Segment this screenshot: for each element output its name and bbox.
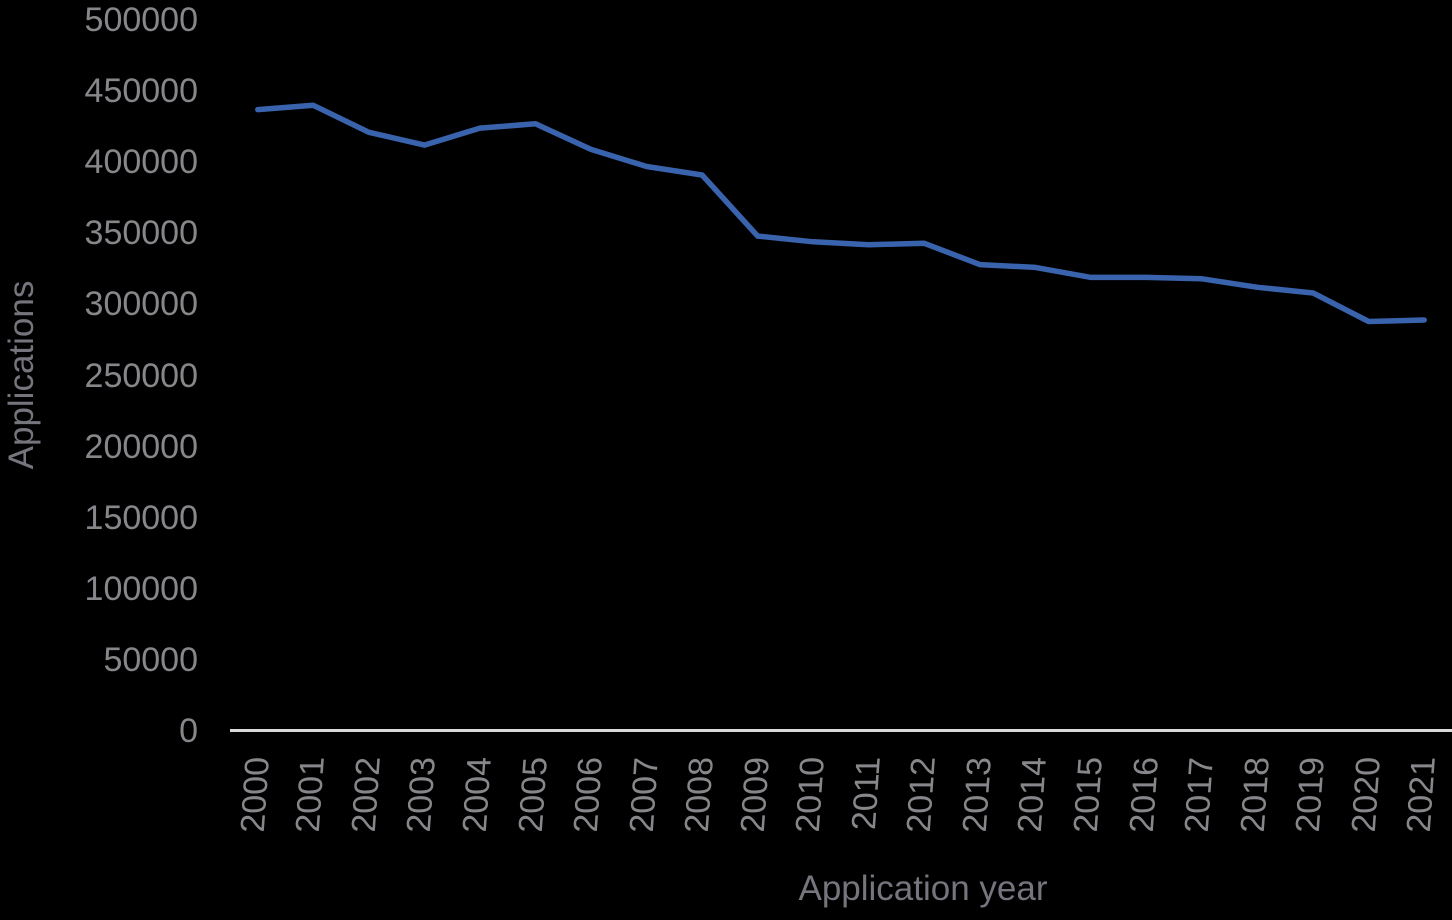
y-tick-label: 0 — [179, 712, 198, 750]
x-tick-label: 2001 — [289, 757, 333, 833]
x-tick-label: 2021 — [1399, 757, 1444, 833]
y-tick-label: 250000 — [84, 356, 198, 395]
x-tick-label: 2008 — [677, 757, 722, 833]
y-tick-label: 200000 — [84, 427, 198, 466]
y-tick-label: 350000 — [84, 214, 198, 253]
plot-area — [255, 102, 1427, 325]
x-tick-label: 2016 — [1122, 757, 1166, 833]
x-tick-label: 2017 — [1177, 757, 1222, 833]
y-tick-label: 450000 — [84, 72, 198, 111]
x-tick-label: 2000 — [233, 757, 277, 833]
x-axis-title: Application year — [798, 869, 1048, 908]
x-tick-label: 2003 — [400, 757, 444, 833]
x-tick-label: 2006 — [566, 757, 611, 833]
x-tick-label: 2009 — [733, 757, 777, 833]
x-tick-label: 2019 — [1288, 757, 1333, 833]
x-tick-label: 2002 — [344, 757, 388, 833]
y-tick-label: 500000 — [84, 1, 198, 39]
x-tick-label: 2007 — [622, 757, 666, 833]
x-tick-label: 2020 — [1344, 757, 1388, 833]
y-tick-label: 300000 — [84, 285, 198, 324]
x-tick-label: 2013 — [955, 757, 999, 833]
x-tick-label: 2012 — [900, 757, 944, 833]
applications-line-series — [255, 102, 1427, 325]
y-tick-label: 100000 — [84, 569, 198, 608]
x-tick-label: 2015 — [1066, 757, 1110, 833]
y-tick-label: 400000 — [84, 143, 198, 182]
x-axis-line — [230, 729, 1452, 732]
x-tick-label: 2010 — [788, 757, 833, 833]
x-tick-label: 2004 — [455, 757, 499, 833]
x-tick-label: 2005 — [511, 757, 555, 833]
x-tick-label: 2018 — [1233, 757, 1277, 833]
x-tick-label: 2014 — [1011, 757, 1055, 833]
y-tick-label: 150000 — [84, 498, 198, 537]
x-tick-label: 2011 — [844, 757, 888, 831]
y-tick-label: 50000 — [103, 640, 198, 679]
